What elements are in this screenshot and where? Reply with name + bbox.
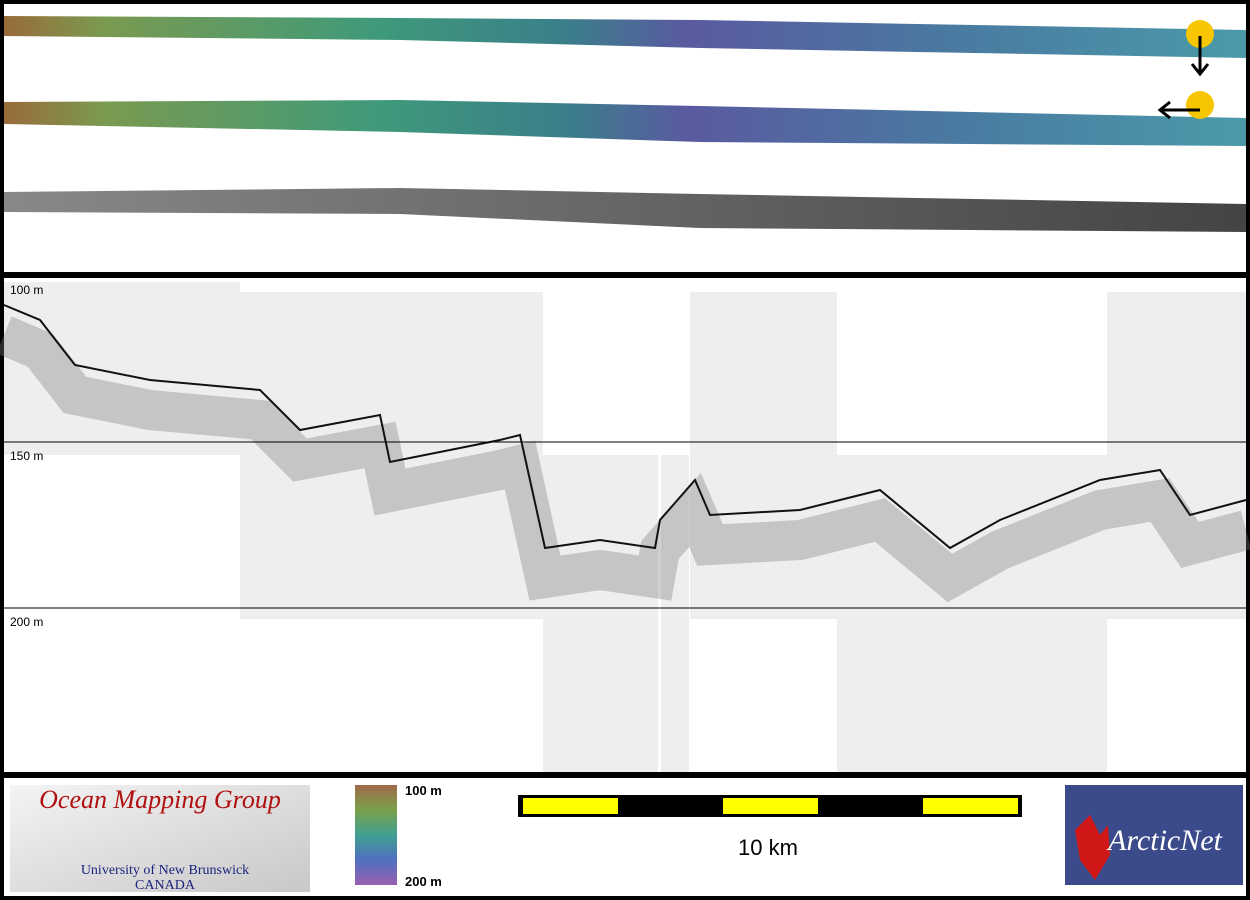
bathymetry-strip: [4, 100, 1246, 146]
top-panel: [4, 4, 1246, 272]
legend-label: 100 m: [405, 783, 442, 798]
logo-text: University of New Brunswick: [81, 863, 249, 878]
profile-panel: 100 m 150 m 200 m: [0, 278, 1250, 772]
sun-icon: [1186, 20, 1214, 48]
sun-icon: [1186, 91, 1214, 119]
maple-leaf: [1075, 815, 1110, 880]
arrow: [1190, 36, 1210, 77]
depth-label: 150 m: [10, 449, 43, 463]
omg-logo: [10, 785, 310, 892]
arrow: [1157, 100, 1200, 120]
depth-label: 100 m: [10, 283, 43, 297]
color-bar: [355, 785, 397, 885]
logo-title: Ocean Mapping Group: [39, 785, 281, 814]
seafloor: [3, 304, 1247, 550]
logo-title: ArcticNet: [1106, 824, 1223, 857]
scale-segment: [523, 798, 618, 814]
scale-label: 10 km: [738, 835, 798, 860]
logo-text: CANADA: [135, 878, 196, 893]
legend-label: 200 m: [405, 874, 442, 889]
scale-segment: [923, 798, 1018, 814]
scale-segment: [723, 798, 818, 814]
subbottom-echo: [0, 316, 1250, 603]
depth-label: 200 m: [10, 615, 43, 629]
footer: Ocean Mapping Group University of New Br…: [4, 778, 1246, 896]
bathymetry-strip: [4, 16, 1246, 58]
backscatter-strip: [4, 188, 1246, 232]
